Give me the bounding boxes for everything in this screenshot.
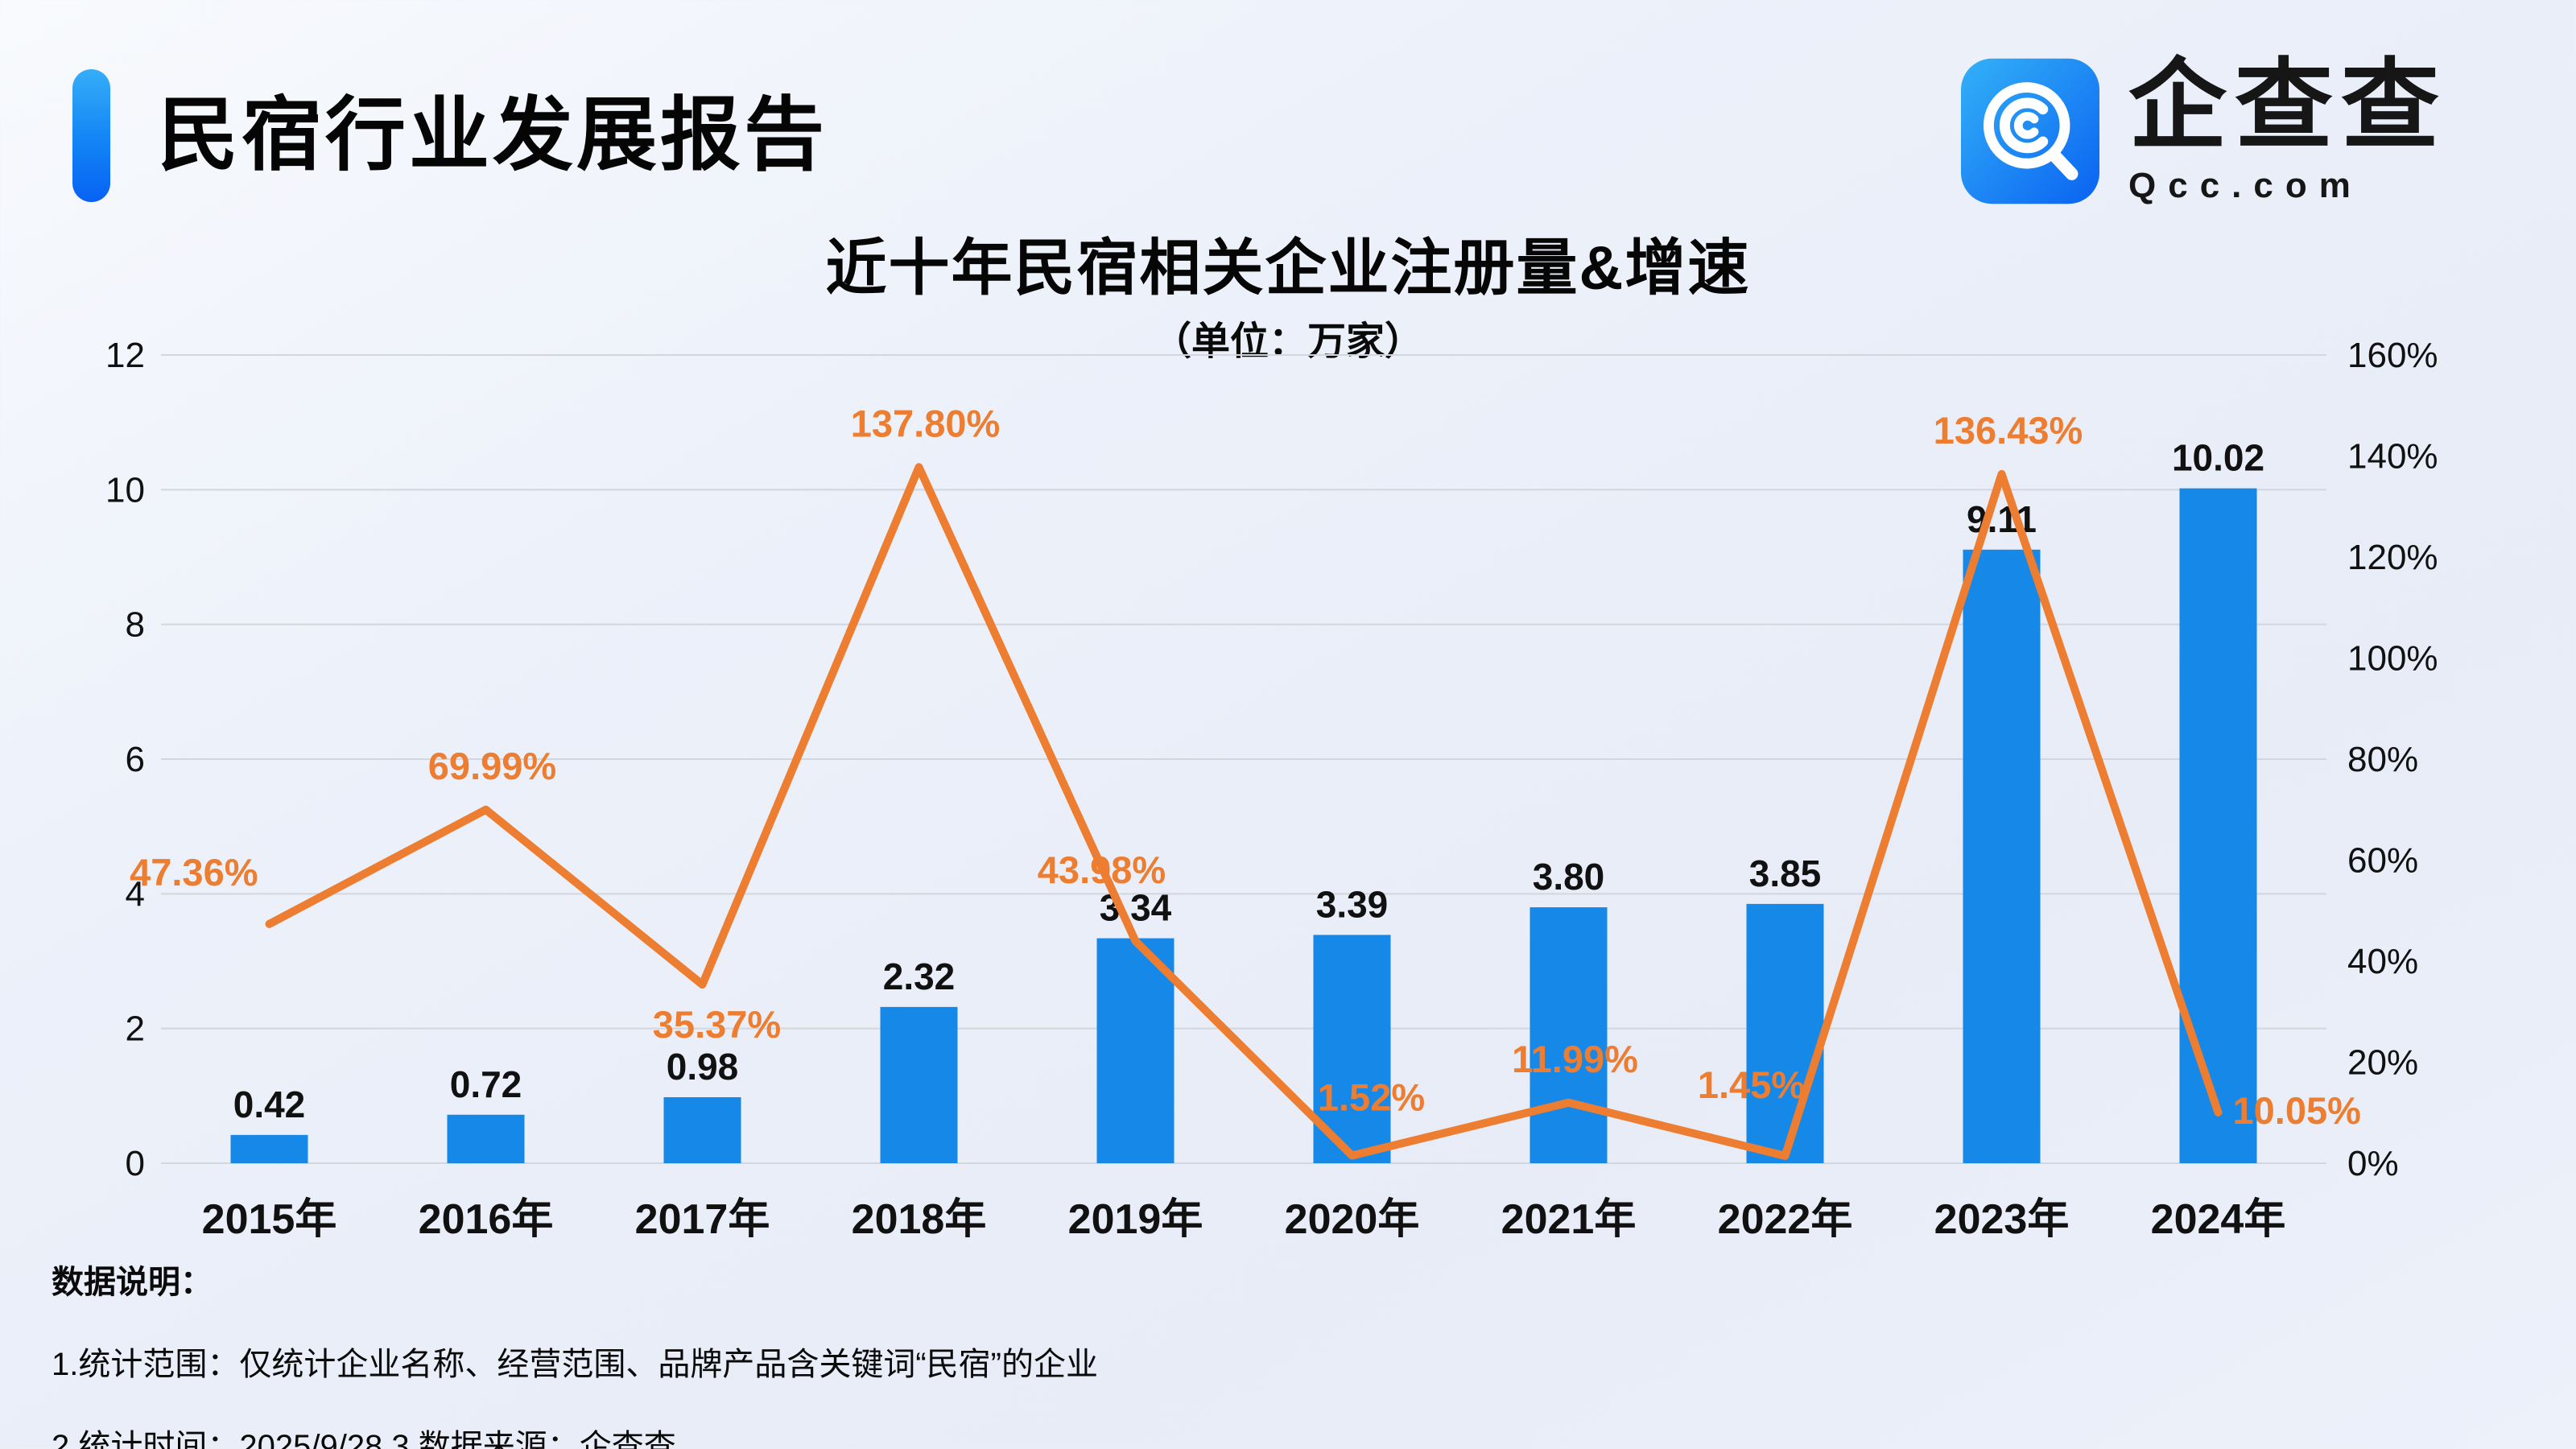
notes-line-1: 1.统计范围：仅统计企业名称、经营范围、品牌产品含关键词“民宿”的企业 bbox=[52, 1347, 1098, 1382]
bar-value-label: 10.02 bbox=[2172, 437, 2264, 479]
logo-brand-text: 企查查 bbox=[2128, 51, 2447, 160]
bar-value-label: 3.80 bbox=[1533, 856, 1605, 898]
y-axis-label-right: 100% bbox=[2347, 639, 2438, 679]
bar-value-label: 3.85 bbox=[1749, 852, 1822, 894]
y-axis-label-right: 160% bbox=[2347, 336, 2438, 375]
bar-2022年 bbox=[1746, 903, 1824, 1163]
bar-value-label: 9.11 bbox=[1967, 498, 2037, 540]
bar-2024年 bbox=[2179, 488, 2257, 1163]
growth-value-label: 69.99% bbox=[428, 745, 556, 787]
y-axis-label-right: 20% bbox=[2347, 1043, 2418, 1083]
y-axis-label-right: 120% bbox=[2347, 538, 2438, 577]
x-axis-label: 2024年 bbox=[2151, 1196, 2286, 1243]
y-axis-label-left: 6 bbox=[126, 740, 145, 779]
growth-value-label: 11.99% bbox=[1512, 1038, 1638, 1080]
x-axis-label: 2017年 bbox=[635, 1196, 770, 1243]
bar-2023年 bbox=[1963, 549, 2041, 1163]
bar-value-label: 0.98 bbox=[667, 1046, 739, 1088]
y-axis-label-left: 0 bbox=[126, 1144, 145, 1183]
x-axis-label: 2022年 bbox=[1718, 1196, 1853, 1243]
x-axis-label: 2021年 bbox=[1501, 1196, 1637, 1243]
notes-heading: 数据说明： bbox=[52, 1265, 213, 1300]
chart-header: 近十年民宿相关企业注册量&增速 （单位：万家） bbox=[0, 235, 2576, 365]
y-axis-label-left: 8 bbox=[126, 605, 145, 645]
logo-domain-text: Qcc.com bbox=[2128, 166, 2363, 205]
y-axis-label-right: 140% bbox=[2347, 437, 2438, 477]
growth-value-label: 137.80% bbox=[851, 402, 1001, 444]
page-title: 民宿行业发展报告 bbox=[158, 90, 828, 180]
bar-value-label: 0.72 bbox=[450, 1063, 522, 1105]
growth-value-label: 10.05% bbox=[2233, 1089, 2361, 1132]
data-notes: 数据说明： 1.统计范围：仅统计企业名称、经营范围、品牌产品含关键词“民宿”的企… bbox=[52, 1256, 2467, 1449]
header-accent-bar bbox=[72, 69, 110, 202]
qcc-logo: 企查查 Qcc.com bbox=[1961, 56, 2447, 206]
chart-title: 近十年民宿相关企业注册量&增速 bbox=[825, 234, 1751, 303]
qcc-logo-text: 企查查 Qcc.com bbox=[2128, 56, 2447, 206]
y-axis-label-right: 40% bbox=[2347, 942, 2418, 981]
y-axis-label-right: 60% bbox=[2347, 841, 2418, 881]
bar-value-label: 2.32 bbox=[883, 956, 956, 997]
x-axis-label: 2015年 bbox=[202, 1196, 337, 1243]
bar-value-label: 0.42 bbox=[233, 1084, 306, 1125]
y-axis-label-left: 2 bbox=[126, 1009, 145, 1049]
growth-value-label: 35.37% bbox=[653, 1003, 781, 1046]
x-axis-label: 2020年 bbox=[1285, 1196, 1420, 1243]
bar-value-label: 3.39 bbox=[1316, 883, 1389, 925]
bar-2017年 bbox=[663, 1097, 741, 1163]
x-axis-label: 2018年 bbox=[852, 1196, 987, 1243]
growth-value-label: 43.98% bbox=[1038, 848, 1166, 891]
y-axis-label-left: 10 bbox=[105, 470, 145, 510]
bar-2019年 bbox=[1096, 938, 1174, 1163]
growth-value-label: 47.36% bbox=[130, 851, 258, 894]
growth-line bbox=[265, 463, 2223, 1160]
bar-2016年 bbox=[447, 1114, 525, 1163]
qcc-magnifier-icon bbox=[1961, 58, 2099, 204]
bar-2015年 bbox=[230, 1134, 308, 1163]
x-axis-label: 2023年 bbox=[1934, 1196, 2070, 1243]
y-axis-label-left: 4 bbox=[126, 874, 145, 914]
bar-2018年 bbox=[880, 1006, 958, 1163]
growth-value-label: 1.45% bbox=[1698, 1063, 1805, 1106]
y-axis-label-left: 12 bbox=[105, 336, 145, 375]
chart-subtitle: （单位：万家） bbox=[1152, 320, 1423, 363]
growth-value-label: 136.43% bbox=[1934, 409, 2083, 452]
notes-line-2: 2.统计时间：2025/9/28 3.数据来源：企查查 bbox=[52, 1429, 676, 1449]
x-axis-label: 2019年 bbox=[1068, 1196, 1203, 1243]
y-axis-label-right: 0% bbox=[2347, 1144, 2399, 1183]
y-axis-label-right: 80% bbox=[2347, 740, 2418, 779]
bar-2021年 bbox=[1530, 907, 1608, 1163]
growth-value-label: 1.52% bbox=[1318, 1075, 1425, 1118]
x-axis-label: 2016年 bbox=[419, 1196, 554, 1243]
